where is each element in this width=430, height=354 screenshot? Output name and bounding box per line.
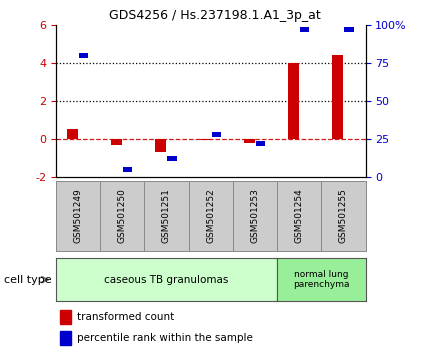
Bar	[332, 55, 344, 139]
Text: GSM501249: GSM501249	[74, 188, 83, 243]
Text: GSM501252: GSM501252	[206, 188, 215, 243]
Text: GSM501250: GSM501250	[118, 188, 127, 243]
Bar	[256, 141, 265, 146]
Text: transformed count: transformed count	[77, 312, 175, 322]
Bar	[300, 27, 310, 32]
Text: percentile rank within the sample: percentile rank within the sample	[77, 333, 253, 343]
Text: GSM501255: GSM501255	[339, 188, 348, 243]
Bar	[344, 27, 353, 32]
Text: GSM501251: GSM501251	[162, 188, 171, 243]
Bar	[67, 130, 78, 139]
Bar	[167, 156, 177, 161]
Text: cell type: cell type	[4, 275, 52, 285]
Bar	[79, 52, 88, 58]
Text: caseous TB granulomas: caseous TB granulomas	[104, 275, 229, 285]
Text: GDS4256 / Hs.237198.1.A1_3p_at: GDS4256 / Hs.237198.1.A1_3p_at	[109, 9, 321, 22]
Bar	[111, 139, 122, 145]
Bar	[244, 139, 255, 143]
Bar	[212, 132, 221, 137]
Bar	[155, 139, 166, 152]
Text: GSM501254: GSM501254	[295, 188, 304, 243]
Bar	[123, 167, 132, 172]
Bar	[200, 139, 211, 140]
Text: GSM501253: GSM501253	[250, 188, 259, 243]
Bar	[288, 63, 299, 139]
Text: normal lung
parenchyma: normal lung parenchyma	[293, 270, 350, 289]
